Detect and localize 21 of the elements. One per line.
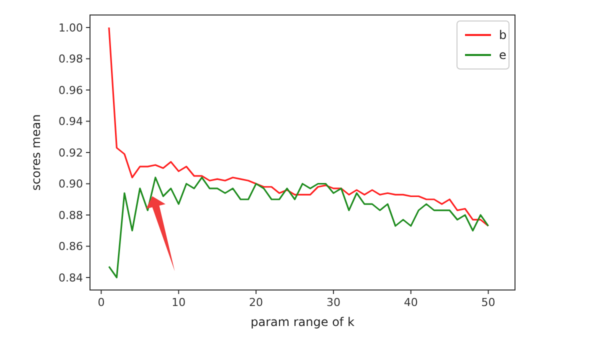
line-series (108, 176, 490, 278)
x-tick-label: 30 (326, 296, 340, 309)
y-tick-label: 0.94 (58, 115, 83, 128)
y-tick-label: 0.84 (58, 271, 83, 284)
line-series (108, 26, 490, 227)
y-tick-label: 0.92 (58, 146, 83, 160)
legend-label: e (499, 48, 506, 62)
y-tick-label: 0.90 (58, 178, 83, 191)
y-tick-label: 0.86 (58, 240, 83, 254)
x-tick-label: 40 (404, 296, 418, 309)
x-tick-label: 50 (481, 296, 496, 309)
x-tick-label: 10 (172, 296, 186, 309)
y-tick-label: 1.00 (58, 21, 83, 34)
y-tick-label: 0.88 (58, 208, 83, 222)
y-tick-label: 0.96 (58, 84, 83, 97)
y-axis-title: scores mean (29, 114, 43, 191)
x-axis-title: param range of k (250, 315, 354, 329)
x-tick-label: 0 (98, 296, 105, 309)
x-tick-label: 20 (249, 296, 264, 309)
y-tick-label: 0.98 (58, 52, 83, 66)
legend-label: b (499, 28, 507, 42)
